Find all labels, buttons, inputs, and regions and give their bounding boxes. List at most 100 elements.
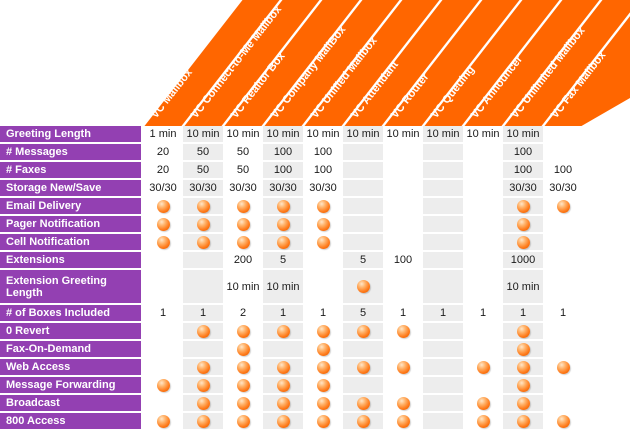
feature-cell xyxy=(503,198,543,216)
feature-cell xyxy=(263,359,303,377)
feature-cell xyxy=(503,359,543,377)
feature-cell: 100 xyxy=(263,144,303,162)
feature-cell: 30/30 xyxy=(503,180,543,198)
feature-dot-icon xyxy=(276,235,290,249)
feature-cell xyxy=(343,341,383,359)
feature-cell xyxy=(543,126,583,144)
feature-cell: 10 min xyxy=(343,126,383,144)
feature-cell xyxy=(143,377,183,395)
feature-cell xyxy=(383,234,423,252)
row-label: Extensions xyxy=(0,252,143,270)
feature-cell: 10 min xyxy=(503,126,543,144)
feature-cell xyxy=(143,413,183,431)
feature-cell xyxy=(263,323,303,341)
feature-cell xyxy=(543,377,583,395)
feature-cell xyxy=(223,341,263,359)
feature-cell: 10 min xyxy=(263,270,303,305)
feature-cell xyxy=(383,198,423,216)
feature-cell xyxy=(263,377,303,395)
feature-cell xyxy=(223,234,263,252)
feature-dot-icon xyxy=(276,217,290,231)
feature-cell xyxy=(423,341,463,359)
feature-cell xyxy=(303,323,343,341)
feature-cell: 100 xyxy=(263,162,303,180)
feature-cell xyxy=(463,252,503,270)
feature-dot-icon xyxy=(196,378,210,392)
feature-cell: 10 min xyxy=(383,126,423,144)
feature-cell xyxy=(303,216,343,234)
feature-dot-icon xyxy=(236,235,250,249)
feature-cell xyxy=(423,252,463,270)
feature-dot-icon xyxy=(396,324,410,338)
feature-dot-icon xyxy=(356,396,370,410)
feature-dot-icon xyxy=(276,324,290,338)
feature-cell: 10 min xyxy=(503,270,543,305)
feature-cell: 1 xyxy=(423,305,463,323)
feature-cell xyxy=(463,198,503,216)
feature-dot-icon xyxy=(476,414,490,428)
feature-dot-icon xyxy=(356,414,370,428)
feature-cell: 100 xyxy=(503,162,543,180)
feature-cell xyxy=(503,323,543,341)
feature-dot-icon xyxy=(276,199,290,213)
feature-cell xyxy=(423,359,463,377)
column-header-band xyxy=(544,0,630,126)
feature-dot-icon xyxy=(396,360,410,374)
row-label: # Faxes xyxy=(0,162,143,180)
feature-cell xyxy=(343,180,383,198)
feature-cell xyxy=(143,270,183,305)
column-header-band xyxy=(504,0,630,126)
feature-dot-icon xyxy=(196,235,210,249)
row-label: Email Delivery xyxy=(0,198,143,216)
feature-cell: 5 xyxy=(263,252,303,270)
feature-cell xyxy=(383,413,423,431)
feature-cell: 100 xyxy=(543,162,583,180)
feature-cell: 1 xyxy=(463,305,503,323)
column-header-band xyxy=(424,0,560,126)
feature-dot-icon xyxy=(156,199,170,213)
feature-cell xyxy=(543,359,583,377)
feature-cell xyxy=(503,413,543,431)
feature-cell xyxy=(183,252,223,270)
feature-dot-icon xyxy=(516,235,530,249)
column-header-band xyxy=(144,0,280,126)
feature-cell xyxy=(463,323,503,341)
column-header-band xyxy=(264,0,400,126)
feature-cell xyxy=(183,234,223,252)
feature-dot-icon xyxy=(276,378,290,392)
feature-cell xyxy=(543,198,583,216)
feature-cell: 10 min xyxy=(423,126,463,144)
feature-cell xyxy=(423,144,463,162)
feature-cell xyxy=(223,359,263,377)
feature-cell xyxy=(463,234,503,252)
feature-cell xyxy=(183,341,223,359)
feature-dot-icon xyxy=(196,324,210,338)
feature-cell xyxy=(303,395,343,413)
feature-cell xyxy=(183,198,223,216)
feature-cell: 50 xyxy=(223,144,263,162)
feature-cell xyxy=(543,234,583,252)
row-label: Cell Notification xyxy=(0,234,143,252)
feature-cell xyxy=(463,162,503,180)
feature-cell xyxy=(383,162,423,180)
feature-grid: Greeting Length 1 min 10 min 10 min 10 min 10… xyxy=(0,126,583,431)
feature-cell xyxy=(463,341,503,359)
row-label: # of Boxes Included xyxy=(0,305,143,323)
column-header-band xyxy=(304,0,440,126)
feature-dot-icon xyxy=(156,235,170,249)
feature-cell xyxy=(303,252,343,270)
feature-dot-icon xyxy=(236,414,250,428)
feature-cell: 10 min xyxy=(303,126,343,144)
feature-cell xyxy=(183,359,223,377)
feature-cell: 100 xyxy=(303,144,343,162)
feature-cell: 30/30 xyxy=(303,180,343,198)
feature-cell xyxy=(463,395,503,413)
feature-cell xyxy=(463,377,503,395)
feature-dot-icon xyxy=(236,396,250,410)
row-label: # Messages xyxy=(0,144,143,162)
feature-dot-icon xyxy=(156,217,170,231)
feature-cell xyxy=(463,413,503,431)
feature-cell xyxy=(343,377,383,395)
